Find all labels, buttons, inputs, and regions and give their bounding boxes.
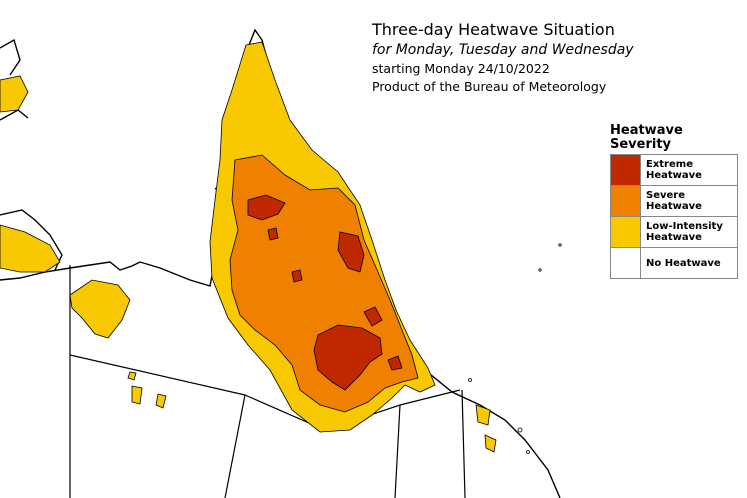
legend-swatch-no-heatwave	[611, 248, 641, 278]
map-date: starting Monday 24/10/2022	[372, 61, 550, 76]
map-title: Three-day Heatwave Situation	[372, 20, 615, 39]
legend-swatch-extreme	[611, 155, 641, 185]
map-title-block: Three-day Heatwave Situation for Monday,…	[372, 20, 634, 96]
legend-title: Heatwave Severity	[610, 123, 683, 152]
legend-swatch-low-intensity	[611, 217, 641, 247]
severity-legend: Heatwave Severity Extreme Heatwave Sever…	[610, 124, 738, 279]
islands	[468, 243, 562, 454]
legend-swatch-severe	[611, 186, 641, 216]
legend-item-extreme: Extreme Heatwave	[610, 154, 738, 185]
extreme-zone	[247, 194, 403, 391]
map-source: Product of the Bureau of Meteorology	[372, 79, 607, 94]
legend-item-low-intensity: Low-Intensity Heatwave	[610, 216, 738, 247]
legend-item-severe: Severe Heatwave	[610, 185, 738, 216]
map-subtitle: for Monday, Tuesday and Wednesday	[372, 42, 634, 58]
legend-item-no-heatwave: No Heatwave	[610, 247, 738, 279]
